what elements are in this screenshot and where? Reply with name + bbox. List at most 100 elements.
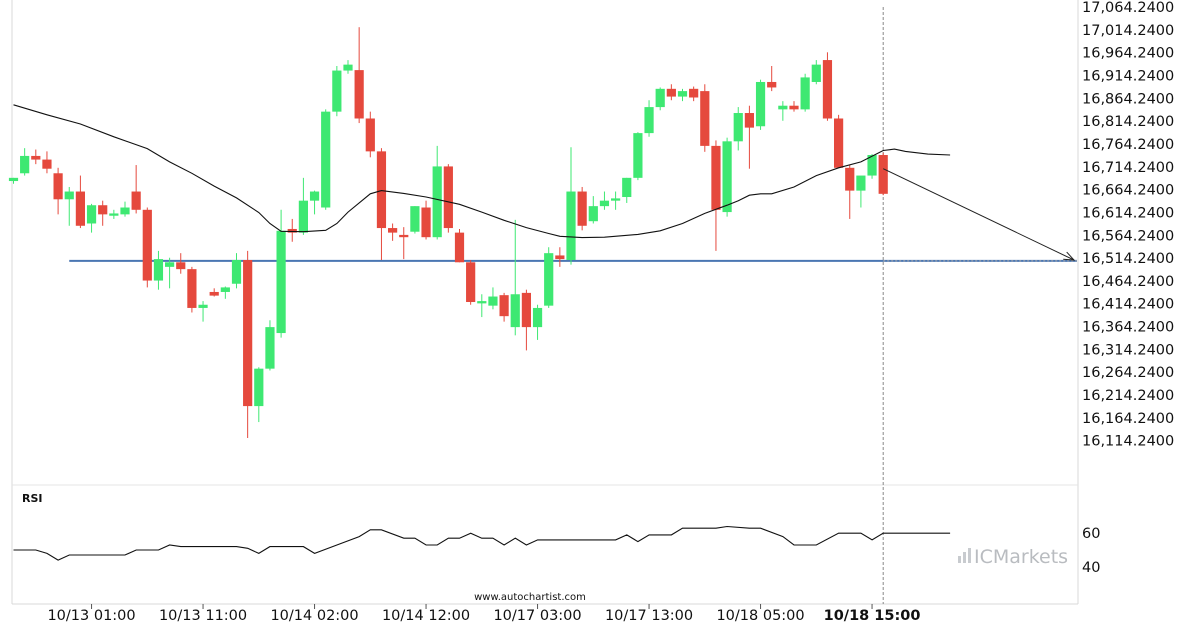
candle bbox=[689, 86, 699, 102]
candle-body bbox=[243, 260, 253, 407]
candle-body bbox=[800, 77, 810, 110]
forecast-arrow-line bbox=[882, 168, 1075, 261]
candle bbox=[521, 289, 531, 351]
candle bbox=[53, 167, 63, 215]
candle bbox=[8, 177, 19, 184]
candle bbox=[198, 301, 208, 322]
candle-body bbox=[555, 255, 565, 260]
candle bbox=[454, 228, 465, 263]
candle-body bbox=[42, 159, 52, 169]
candle-body bbox=[532, 307, 543, 328]
candle-body bbox=[789, 105, 799, 110]
candle bbox=[187, 266, 197, 313]
candle-body bbox=[220, 287, 230, 292]
candle-body bbox=[454, 232, 465, 263]
candle bbox=[298, 177, 308, 235]
candle bbox=[644, 100, 654, 137]
candle bbox=[64, 186, 74, 226]
candle-body bbox=[31, 155, 41, 160]
candle bbox=[677, 88, 688, 102]
candle-body bbox=[733, 113, 743, 142]
x-tick-label: 10/14 12:00 bbox=[382, 608, 470, 624]
x-tick-label: 10/13 11:00 bbox=[159, 608, 247, 624]
candle bbox=[31, 149, 41, 165]
y-tick-label: 16,914.2400 bbox=[1082, 68, 1174, 84]
moving-average-line bbox=[13, 104, 951, 239]
source-watermark: www.autochartist.com bbox=[474, 592, 586, 603]
candle-body bbox=[421, 207, 431, 238]
candle bbox=[142, 207, 152, 288]
candle-body bbox=[75, 191, 85, 226]
candle bbox=[845, 165, 855, 219]
candle-body bbox=[767, 81, 777, 88]
candle-body bbox=[8, 177, 19, 182]
rsi-tick-label: 60 bbox=[1082, 526, 1100, 542]
y-tick-label: 17,014.2400 bbox=[1082, 23, 1174, 39]
candle bbox=[287, 218, 297, 242]
brand-bars-icon bbox=[958, 548, 971, 563]
candle-body bbox=[20, 155, 30, 174]
candle bbox=[711, 140, 721, 251]
candle bbox=[856, 175, 866, 208]
rsi-line bbox=[13, 525, 951, 561]
candle-body bbox=[577, 191, 587, 226]
candle bbox=[131, 165, 141, 214]
candle-body bbox=[622, 177, 632, 198]
candle-body bbox=[744, 113, 754, 128]
y-tick-label: 17,064.2400 bbox=[1082, 0, 1174, 16]
candle bbox=[432, 145, 442, 240]
y-tick-label: 16,614.2400 bbox=[1082, 205, 1174, 221]
y-tick-label: 16,114.2400 bbox=[1082, 434, 1174, 450]
x-tick-label: 10/17 13:00 bbox=[605, 608, 693, 624]
candle-body bbox=[165, 262, 175, 267]
candle-body bbox=[477, 301, 487, 304]
candle-body bbox=[365, 118, 375, 152]
candle-body bbox=[488, 296, 498, 306]
candle bbox=[75, 175, 85, 229]
candle bbox=[611, 191, 621, 210]
candle bbox=[365, 111, 375, 158]
candle bbox=[532, 304, 543, 340]
x-tick-label: 10/14 02:00 bbox=[270, 608, 358, 624]
candle bbox=[243, 250, 253, 439]
candle bbox=[655, 87, 665, 111]
candle bbox=[755, 79, 766, 130]
candle-body bbox=[388, 228, 398, 233]
candle bbox=[811, 60, 821, 85]
rsi-label: RSI bbox=[22, 492, 43, 505]
rsi-tick-label: 40 bbox=[1082, 560, 1100, 576]
x-tick-label: 10/18 15:00 bbox=[824, 608, 921, 624]
candle-body bbox=[176, 262, 186, 270]
candle-body bbox=[131, 191, 141, 210]
candle-body bbox=[510, 294, 520, 328]
candle-body bbox=[287, 228, 297, 233]
y-tick-label: 16,164.2400 bbox=[1082, 411, 1174, 427]
candle bbox=[399, 227, 409, 260]
candle bbox=[867, 154, 877, 179]
candle-body bbox=[399, 234, 409, 238]
candle bbox=[544, 247, 554, 308]
candle-body bbox=[811, 64, 821, 82]
candle bbox=[309, 190, 320, 215]
candle bbox=[767, 65, 777, 92]
rsi-panel: RSI 60 40 bbox=[13, 492, 1100, 576]
candle-body bbox=[644, 107, 654, 134]
candle-body bbox=[410, 206, 420, 232]
candle bbox=[555, 247, 565, 267]
candle bbox=[153, 250, 164, 290]
candle-body bbox=[109, 213, 119, 216]
y-tick-label: 16,414.2400 bbox=[1082, 297, 1174, 313]
candle bbox=[265, 320, 275, 371]
y-tick-label: 16,714.2400 bbox=[1082, 160, 1174, 176]
candle bbox=[376, 148, 387, 261]
candle-body bbox=[187, 269, 197, 308]
candle-body bbox=[321, 111, 331, 208]
candle-body bbox=[443, 166, 453, 229]
candle-body bbox=[142, 209, 152, 281]
candle bbox=[700, 84, 710, 152]
candle bbox=[109, 209, 119, 219]
candle bbox=[120, 201, 130, 217]
candle-body bbox=[599, 200, 610, 207]
candle bbox=[733, 107, 743, 151]
candle-body bbox=[711, 145, 721, 210]
